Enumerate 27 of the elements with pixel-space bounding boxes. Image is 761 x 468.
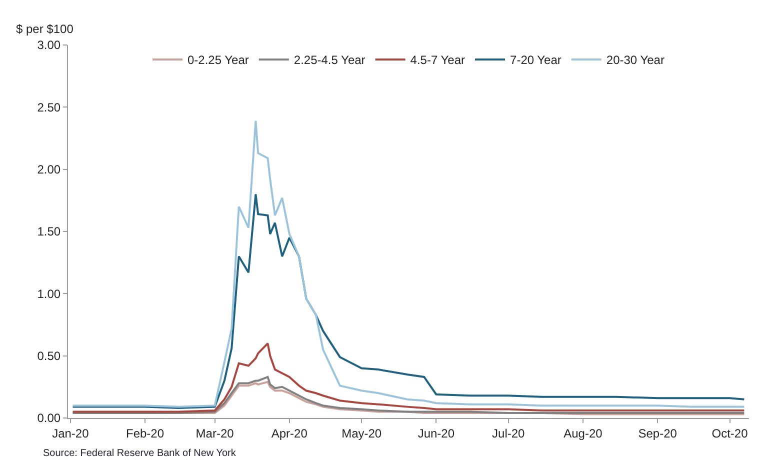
legend-label: 7-20 Year	[510, 53, 562, 68]
legend-label: 2.25-4.5 Year	[294, 53, 366, 68]
x-tick-label: May-20	[342, 426, 382, 440]
y-tick-label: 3.00	[37, 38, 61, 52]
x-tick-label: Oct-20	[712, 426, 748, 440]
x-tick-label: Mar-20	[196, 426, 234, 440]
legend-label: 4.5-7 Year	[410, 53, 466, 68]
y-tick-label: 2.50	[37, 100, 61, 114]
line-series	[72, 193, 746, 410]
y-tick-label: 2.00	[37, 162, 61, 177]
legend-label: 0-2.25 Year	[188, 53, 249, 68]
x-tick-label: Jan-20	[52, 426, 90, 440]
x-tick-label: Sep-20	[638, 426, 678, 440]
x-tick-label: Feb-20	[126, 426, 164, 440]
x-tick-label: Aug-20	[564, 426, 603, 440]
source-note: Source: Federal Reserve Bank of New York	[43, 448, 237, 459]
y-tick-label: 0.00	[37, 411, 61, 426]
y-axis-title: $ per $100	[16, 22, 74, 36]
legend-label: 20-30 Year	[606, 53, 664, 68]
x-tick-label: Jul-20	[492, 426, 526, 440]
y-tick-label: 0.50	[37, 349, 61, 364]
y-tick-label: 1.00	[37, 286, 61, 301]
x-tick-label: Jun-20	[418, 426, 455, 440]
line-series	[72, 120, 746, 408]
line-series	[72, 342, 746, 413]
y-tick-label: 1.50	[37, 224, 61, 239]
x-tick-label: Apr-20	[271, 426, 308, 440]
